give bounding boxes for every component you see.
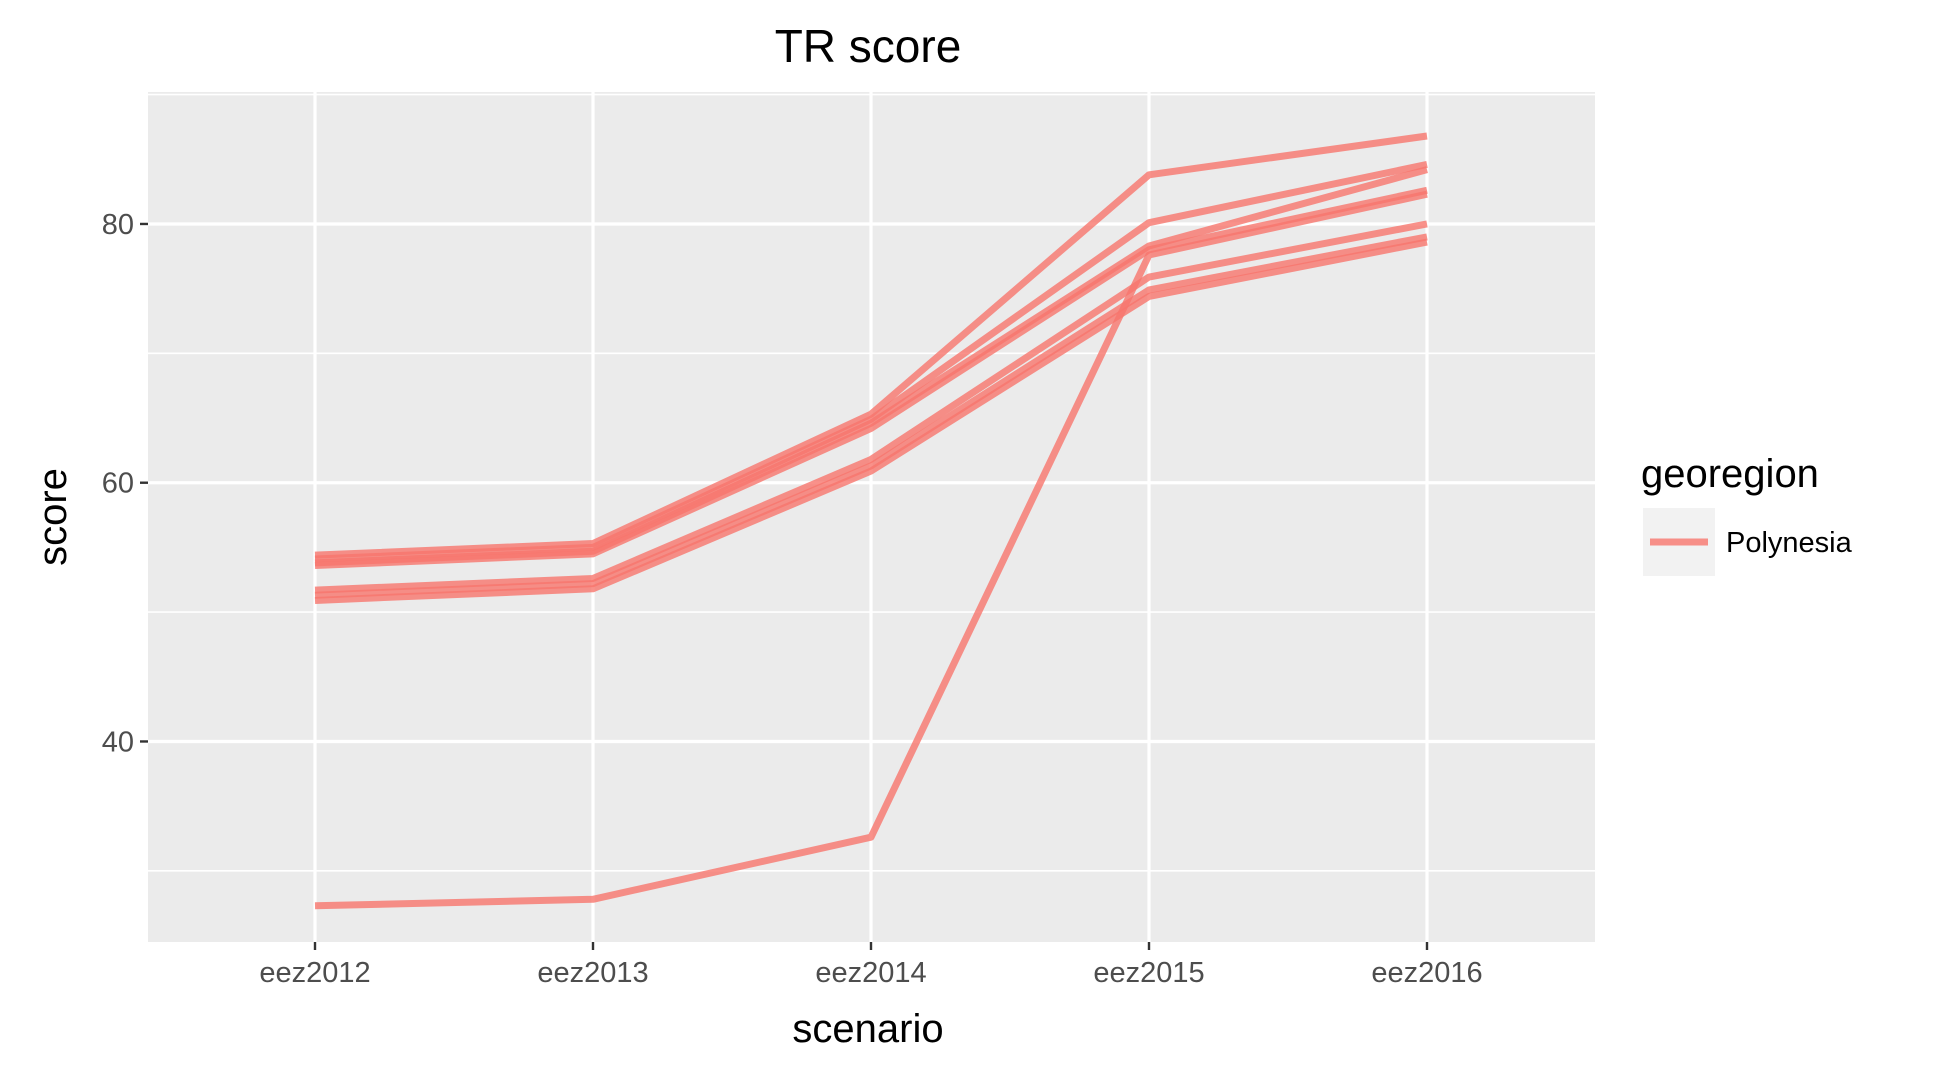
legend-title: georegion bbox=[1641, 452, 1819, 496]
x-tick-label-eez2014: eez2014 bbox=[815, 957, 926, 989]
series-line-8 bbox=[314, 190, 1428, 910]
series-lines bbox=[314, 132, 1428, 910]
x-axis: eez2012 eez2013 eez2014 eez2015 eez2016 bbox=[259, 942, 1483, 989]
series-line-1 bbox=[314, 132, 1428, 559]
x-axis-title: scenario bbox=[792, 1007, 943, 1051]
y-tick-label-60: 60 bbox=[102, 468, 134, 500]
chart-title: TR score bbox=[775, 20, 962, 72]
series-line-4 bbox=[314, 186, 1428, 570]
x-tick-label-eez2015: eez2015 bbox=[1093, 957, 1204, 989]
x-tick-label-eez2013: eez2013 bbox=[537, 957, 648, 989]
x-tick-label-eez2012: eez2012 bbox=[259, 957, 370, 989]
y-axis-title: score bbox=[31, 468, 75, 566]
y-axis: 40 60 80 bbox=[102, 209, 148, 758]
major-gridlines bbox=[148, 92, 1595, 942]
legend-label-polynesia: Polynesia bbox=[1726, 527, 1853, 559]
series-line-7 bbox=[314, 238, 1428, 604]
y-tick-label-80: 80 bbox=[102, 209, 134, 241]
series-line-6 bbox=[314, 233, 1428, 599]
legend: georegion Polynesia bbox=[1641, 452, 1853, 576]
y-tick-label-40: 40 bbox=[102, 726, 134, 758]
series-line-5 bbox=[314, 220, 1428, 594]
x-tick-label-eez2016: eez2016 bbox=[1371, 957, 1482, 989]
